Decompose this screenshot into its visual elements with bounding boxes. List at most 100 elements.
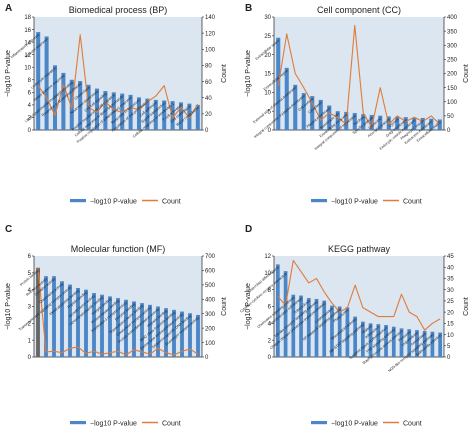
bar	[162, 100, 167, 130]
left-tick-label: 6	[268, 305, 272, 311]
bar	[195, 104, 200, 130]
category-label: Nucleus	[353, 115, 366, 127]
left-tick-label: 8	[28, 78, 32, 84]
right-tick-label: 80	[205, 64, 212, 70]
right-tick-label: 0	[205, 355, 209, 361]
right-tick-label: 10	[447, 333, 454, 339]
legend-label-count: Count	[403, 421, 422, 428]
y-axis-left-title: −log10 P-value	[245, 50, 252, 97]
bar	[132, 301, 136, 357]
count-series-line	[277, 24, 441, 128]
bar	[44, 36, 49, 130]
category-label: Cytosol	[388, 117, 400, 128]
bar	[92, 293, 96, 357]
bar	[36, 32, 41, 130]
bar	[52, 276, 56, 357]
left-tick-label: 2	[268, 338, 272, 344]
legend-label-count: Count	[403, 199, 422, 206]
chart-panel-c: C Molecular function (MF) 0 1 2 3 4 5 6 0 100 200 30…	[5, 224, 228, 428]
bar	[399, 328, 404, 357]
bar	[164, 308, 168, 357]
right-tick-label: 600	[205, 269, 216, 275]
left-tick-label: 4	[28, 288, 32, 294]
left-tick-label: 30	[264, 15, 271, 21]
bar	[318, 99, 323, 130]
bar	[145, 98, 150, 130]
bar	[361, 321, 365, 357]
legend-bar-swatch	[70, 199, 86, 203]
left-tick-label: 2	[28, 116, 32, 122]
left-tick-label: 4	[28, 103, 32, 109]
y-axis-right-title: Count	[221, 64, 228, 83]
legend-bar-swatch	[311, 421, 327, 425]
left-tick-label: 12	[264, 254, 271, 260]
y-axis-left-title: −log10 P-value	[5, 283, 12, 330]
panel-letter: A	[5, 3, 12, 14]
left-tick-label: 12	[24, 53, 31, 59]
legend-label-count: Count	[162, 421, 181, 428]
bar	[61, 72, 66, 130]
bar	[368, 323, 373, 357]
bar	[310, 96, 315, 130]
right-tick-label: 5	[447, 344, 451, 350]
right-tick-label: 700	[205, 254, 216, 260]
left-tick-label: 6	[28, 254, 32, 260]
right-tick-label: 35	[447, 277, 454, 283]
bar	[422, 330, 427, 357]
right-tick-label: 30	[447, 288, 454, 294]
chart-panel-b: B Cell component (CC)05101520253005010015…	[245, 3, 470, 206]
left-tick-label: 2	[28, 322, 32, 328]
right-tick-label: 200	[205, 326, 216, 332]
right-tick-label: 20	[205, 112, 212, 118]
left-tick-label: 8	[268, 288, 272, 294]
bar	[84, 289, 88, 357]
right-tick-label: 350	[447, 29, 458, 35]
bar	[353, 316, 357, 357]
left-tick-label: 0	[268, 355, 272, 361]
bar	[68, 284, 72, 357]
bar	[124, 299, 128, 357]
right-tick-label: 15	[447, 322, 454, 328]
y-axis-left-title: −log10 P-value	[245, 283, 252, 330]
right-tick-label: 120	[205, 31, 216, 37]
bar	[196, 314, 200, 357]
left-tick-label: 25	[264, 34, 271, 40]
bar	[136, 97, 142, 130]
y-axis-right-title: Count	[221, 297, 228, 316]
right-tick-label: 300	[447, 43, 458, 49]
left-tick-label: 5	[28, 271, 32, 277]
right-tick-label: 100	[205, 47, 216, 53]
y-axis-left-title: −log10 P-value	[5, 50, 12, 97]
bar	[78, 81, 83, 130]
legend-bar-swatch	[70, 421, 86, 425]
count-series-line	[37, 34, 199, 119]
bar	[44, 276, 48, 357]
bar	[103, 91, 108, 130]
legend-bar-swatch	[311, 199, 327, 203]
legend-label-pvalue: −log10 P-value	[331, 199, 378, 206]
right-tick-label: 40	[447, 265, 454, 271]
bar	[314, 298, 319, 357]
count-series-line	[277, 259, 441, 331]
right-tick-label: 60	[205, 80, 212, 86]
bar	[293, 84, 298, 130]
bar	[148, 304, 152, 357]
right-tick-label: 140	[205, 15, 216, 21]
right-tick-label: 400	[447, 15, 458, 21]
bar	[291, 294, 296, 357]
bar	[172, 309, 176, 357]
bar	[52, 65, 58, 130]
bar	[187, 103, 192, 130]
bar	[415, 330, 419, 357]
bar	[407, 329, 412, 357]
left-tick-label: 4	[268, 322, 272, 328]
left-tick-label: 14	[24, 40, 31, 46]
bar	[330, 305, 334, 357]
bar	[111, 92, 116, 130]
bar	[403, 117, 408, 130]
right-tick-label: 0	[205, 128, 209, 134]
bar	[299, 295, 303, 357]
bar	[376, 324, 381, 357]
bar	[335, 111, 340, 130]
